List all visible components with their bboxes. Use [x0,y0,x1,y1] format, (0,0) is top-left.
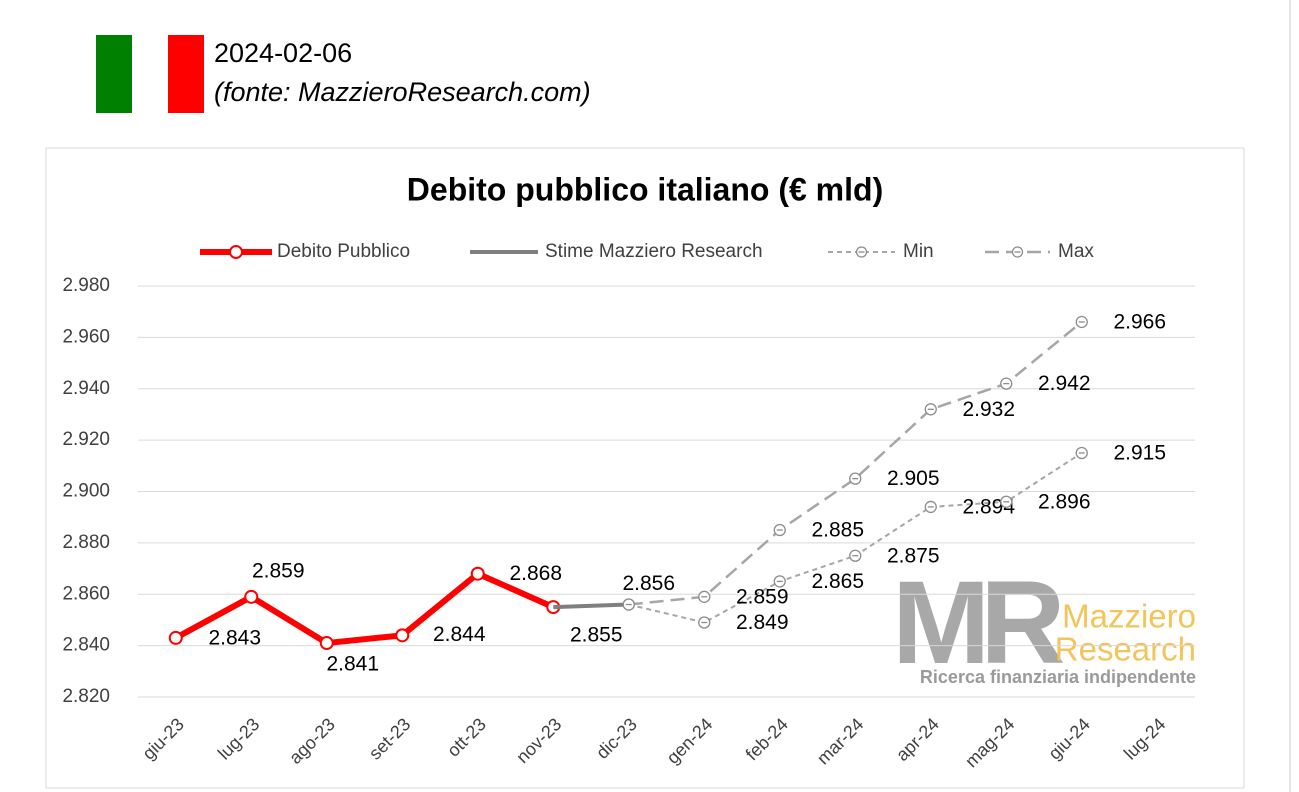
watermark-logo: MR [892,557,1063,689]
y-tick-label: 2.940 [62,378,110,399]
marker [470,566,485,581]
legend-marker [229,245,243,259]
data-label: 2.844 [433,623,486,646]
data-label: 2.915 [1113,442,1166,465]
data-label: 2.905 [887,467,940,490]
data-label: 2.868 [509,562,562,585]
legend-label: Max [1058,241,1094,262]
watermark: MR Mazziero Research Ricerca finanziaria… [892,557,1196,689]
data-label: 2.859 [252,559,305,582]
legend-label: Min [903,241,934,262]
y-tick-label: 2.820 [62,686,110,707]
watermark-tagline: Ricerca finanziaria indipendente [920,667,1196,687]
series: 2.859 2.885 2.905 2.932 2.942 2.966 [622,311,1166,611]
data-label: 2.885 [811,519,864,542]
data-label: 2.859 [736,585,789,608]
legend-label: Stime Mazziero Research [545,241,763,262]
data-label: 2.932 [962,398,1015,421]
flag-green [96,35,132,113]
marker [244,589,259,604]
data-label: 2.896 [1038,490,1091,513]
y-tick-label: 2.880 [62,532,110,553]
watermark-name: Mazziero [1062,598,1196,635]
y-tick-label: 2.900 [62,481,110,502]
data-label: 2.843 [208,626,261,649]
series-line [553,602,629,610]
data-label: 2.841 [326,653,379,676]
data-label: 2.865 [811,570,864,593]
data-label: 2.856 [622,572,675,595]
date: 2024-02-06 [214,38,352,68]
data-label: 2.875 [887,544,940,567]
series: 2.856 [553,572,675,610]
flag-red [168,35,204,113]
y-tick-label: 2.920 [62,429,110,450]
series-line [174,570,555,647]
legend-label: Debito Pubblico [277,241,410,262]
data-label: 2.942 [1038,372,1091,395]
y-tick-label: 2.860 [62,583,110,604]
marker [319,636,334,651]
data-label: 2.849 [736,611,789,634]
y-tick-label: 2.840 [62,635,110,656]
y-tick-label: 2.980 [62,275,110,296]
data-label: 2.966 [1113,311,1166,334]
series: 2.843 2.859 2.841 2.844 2.868 2.855 [168,559,623,676]
y-tick-label: 2.960 [62,326,110,347]
marker [168,630,183,645]
watermark-name2: Research [1055,631,1196,668]
chart-title: Debito pubblico italiano (€ mld) [407,171,883,207]
source: (fonte: MazzieroResearch.com) [214,77,591,107]
data-label: 2.855 [570,624,623,647]
marker [395,628,410,643]
flag-white [132,35,168,113]
